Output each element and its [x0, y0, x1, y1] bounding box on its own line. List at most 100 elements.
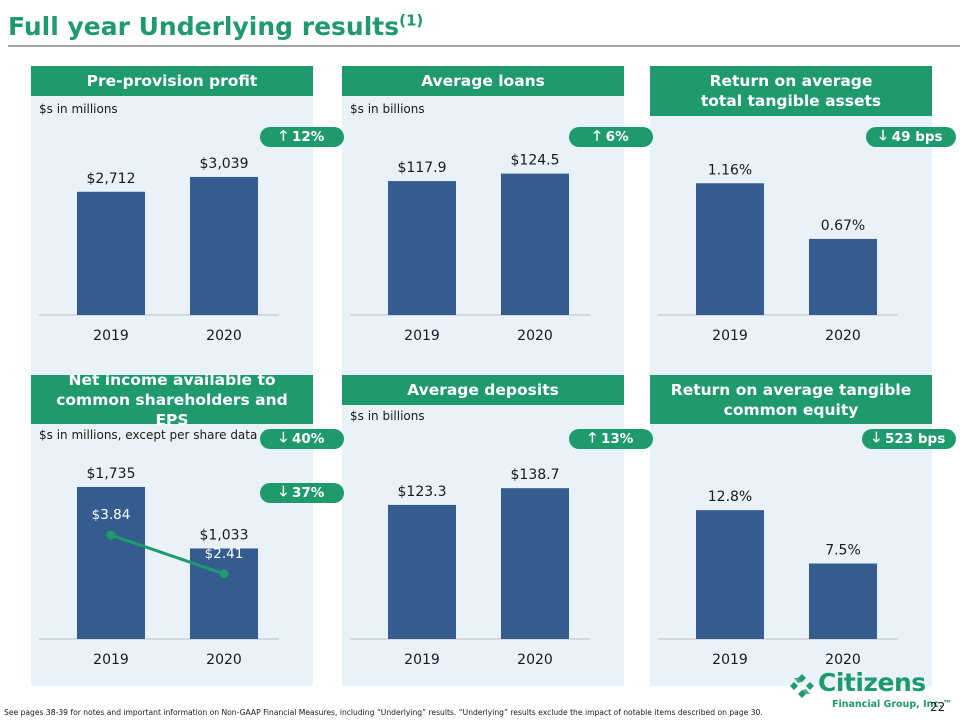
- chart-average-loans: $117.9 2019 $124.5 2020: [350, 153, 590, 344]
- panel-header-line: Pre-provision profit: [86, 72, 258, 90]
- bar-2020: [190, 548, 258, 639]
- up-arrow-icon: 🡑: [588, 430, 596, 446]
- change-badge: 🡑 13%: [569, 429, 653, 449]
- title-superscript: (1): [399, 11, 424, 30]
- bar-2019: [77, 486, 145, 639]
- panel-pre-provision-profit: Pre-provision profit $s in millions $2,7…: [31, 66, 313, 377]
- bar-2019: [77, 191, 145, 315]
- data-label-2020: 7.5%: [825, 543, 861, 559]
- data-label-2020: $138.7: [511, 467, 560, 483]
- x-tick-label-2019: 2019: [93, 328, 129, 344]
- panel-return-on-tangible-assets: Return on average total tangible assets …: [650, 66, 932, 377]
- panel-subtitle: $s in millions, except per share data: [39, 428, 258, 442]
- down-arrow-icon: 🡓: [872, 430, 881, 446]
- eps-label-2020: $2.41: [205, 546, 244, 562]
- panel-return-on-tangible-equity: Return on average tangible common equity…: [650, 375, 932, 686]
- eps-line: [110, 533, 225, 576]
- down-arrow-icon: 🡓: [879, 128, 887, 144]
- data-label-2019: $117.9: [398, 160, 447, 176]
- chart-average-deposits: $123.3 2019 $138.7 2020: [350, 467, 590, 668]
- citizens-mark-icon: [790, 674, 814, 698]
- change-badge: 🡓 37%: [260, 483, 344, 503]
- change-badge-text: 40%: [291, 431, 325, 447]
- change-badge-text: 6%: [605, 129, 629, 145]
- x-tick-label-2020: 2020: [206, 652, 242, 668]
- panel-header-line: Average loans: [421, 72, 545, 90]
- title-divider: [8, 45, 960, 47]
- up-arrow-icon: 🡑: [279, 128, 287, 144]
- bar-2020: [809, 238, 877, 315]
- panel-header: Return on average total tangible assets: [650, 66, 932, 116]
- data-label-2019: $2,712: [87, 171, 136, 187]
- x-tick-label-2020: 2020: [517, 328, 553, 344]
- x-tick-label-2019: 2019: [712, 652, 748, 668]
- eps-label-2019: $3.84: [92, 507, 131, 523]
- chart-return-on-tangible-assets: 1.16% 2019 0.67% 2020: [658, 162, 898, 344]
- data-label-2019: $123.3: [398, 484, 447, 500]
- citizens-logo: Citizens Financial Group, Inc.™: [790, 668, 952, 712]
- page-number: 22: [930, 700, 946, 714]
- data-label-2019: $1,735: [87, 466, 136, 482]
- panel-header-line: Net income available to: [68, 370, 276, 389]
- change-badge: 🡑 12%: [260, 127, 344, 147]
- x-tick-label-2019: 2019: [712, 328, 748, 344]
- bar-2020: [190, 176, 258, 315]
- x-tick-label-2020: 2020: [206, 328, 242, 344]
- x-tick-label-2019: 2019: [404, 328, 440, 344]
- eps-point-2020: [219, 569, 229, 579]
- x-tick-label-2020: 2020: [517, 652, 553, 668]
- bar-2019: [388, 504, 456, 639]
- x-tick-label-2020: 2020: [825, 328, 861, 344]
- panel-header-line: common shareholders and EPS: [56, 390, 288, 429]
- bar-2020: [809, 563, 877, 639]
- bar-2019: [696, 183, 764, 315]
- chart-return-on-tangible-equity: 12.8% 2019 7.5% 2020: [658, 489, 898, 668]
- slide-title: Full year Underlying results(1): [8, 11, 424, 41]
- chart-net-income-eps: $1,735 2019 $1,033 2020 $3.84 $2.41: [39, 466, 279, 668]
- panel-header-line: Return on average tangible: [670, 380, 912, 399]
- change-badge-text: 12%: [291, 129, 325, 145]
- chart-pre-provision-profit: $2,712 2019 $3,039 2020: [39, 156, 279, 344]
- panel-header: Return on average tangible common equity: [650, 375, 932, 424]
- bar-2019: [388, 181, 456, 315]
- panel-header-line: total tangible assets: [700, 92, 882, 110]
- down-arrow-icon: 🡓: [279, 484, 287, 500]
- change-badge-text: 523 bps: [885, 431, 946, 447]
- data-label-2020: $124.5: [511, 153, 560, 169]
- data-label-2020: $1,033: [200, 527, 249, 543]
- change-badge: 🡑 6%: [569, 127, 653, 147]
- logo-wordmark: Citizens: [818, 668, 926, 697]
- change-badge: 🡓 40%: [260, 429, 344, 449]
- data-label-2020: $3,039: [200, 156, 249, 172]
- panel-header-line: common equity: [723, 400, 859, 419]
- down-arrow-icon: 🡓: [279, 430, 287, 446]
- panel-header-line: Average deposits: [407, 381, 559, 399]
- panel-subtitle: $s in billions: [350, 102, 425, 116]
- panel-header: Average loans: [342, 66, 624, 96]
- panel-header: Average deposits: [342, 375, 624, 405]
- data-label-2019: 1.16%: [708, 162, 752, 178]
- logo-tagline: Financial Group, Inc.™: [832, 699, 953, 710]
- data-label-2019: 12.8%: [708, 489, 752, 505]
- x-tick-label-2019: 2019: [93, 652, 129, 668]
- panel-average-deposits: Average deposits $s in billions $123.3 20…: [342, 375, 624, 686]
- data-label-2020: 0.67%: [821, 218, 865, 234]
- up-arrow-icon: 🡑: [593, 128, 601, 144]
- bar-2020: [501, 173, 569, 315]
- panel-header: Net income available to common sharehold…: [31, 371, 313, 429]
- panel-subtitle: $s in millions: [39, 102, 118, 116]
- change-badge: 🡓 49 bps: [866, 127, 956, 147]
- change-badge-text: 49 bps: [891, 129, 943, 145]
- panel-header: Pre-provision profit: [31, 66, 313, 96]
- x-tick-label-2020: 2020: [825, 652, 861, 668]
- change-badge: 🡓 523 bps: [862, 429, 956, 449]
- x-tick-label-2019: 2019: [404, 652, 440, 668]
- panel-net-income-eps: Net income available to common sharehold…: [31, 371, 313, 686]
- change-badge-text: 37%: [291, 485, 325, 501]
- eps-point-2019: [106, 530, 116, 540]
- footnote: See pages 38-39 for notes and important …: [4, 708, 763, 717]
- panel-header-line: Return on average: [709, 72, 873, 90]
- bar-2020: [501, 488, 569, 639]
- panel-average-loans: Average loans $s in billions $117.9 2019 $…: [342, 66, 624, 377]
- panel-subtitle: $s in billions: [350, 409, 425, 423]
